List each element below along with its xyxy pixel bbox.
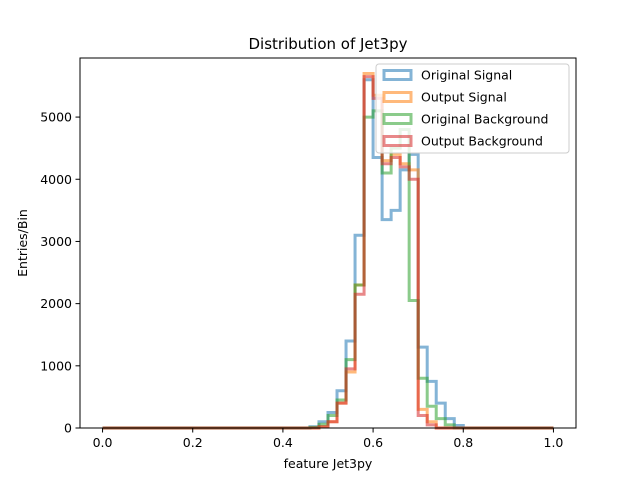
legend-label: Original Background — [421, 112, 548, 127]
y-tick-label: 3000 — [40, 234, 72, 249]
x-axis-label: feature Jet3py — [284, 456, 373, 471]
y-tick-label: 1000 — [40, 358, 72, 373]
legend-swatch — [382, 135, 413, 147]
x-tick-label: 1.0 — [544, 435, 564, 450]
legend: Original Signal Output Signal Original Bac… — [375, 63, 570, 154]
x-tick-label: 0.4 — [273, 435, 293, 450]
chart-title: Distribution of Jet3py — [249, 35, 408, 53]
y-tick-label: 0 — [64, 421, 72, 436]
y-axis-ticks: 0 1000 2000 3000 4000 5000 — [40, 110, 80, 436]
x-axis-ticks: 0.0 0.2 0.4 0.6 0.8 1.0 — [93, 428, 564, 450]
x-tick-label: 0.6 — [363, 435, 383, 450]
legend-box — [375, 63, 570, 154]
x-tick-label: 0.8 — [453, 435, 473, 450]
legend-label: Output Background — [421, 134, 543, 149]
y-tick-label: 4000 — [40, 172, 72, 187]
y-tick-label: 5000 — [40, 110, 72, 125]
plot-frame — [79, 57, 577, 429]
axes-layer — [79, 57, 577, 429]
series-original-signal-step — [102, 78, 554, 430]
legend-label: Original Signal — [421, 68, 512, 83]
y-tick-label: 2000 — [40, 296, 72, 311]
legend-swatch — [382, 69, 413, 81]
x-tick-label: 0.0 — [93, 435, 113, 450]
legend-label: Output Signal — [421, 90, 507, 105]
legend-swatch — [382, 91, 413, 103]
x-tick-label: 0.2 — [183, 435, 203, 450]
legend-swatch — [382, 113, 413, 125]
y-axis-label: Entries/Bin — [15, 209, 30, 277]
